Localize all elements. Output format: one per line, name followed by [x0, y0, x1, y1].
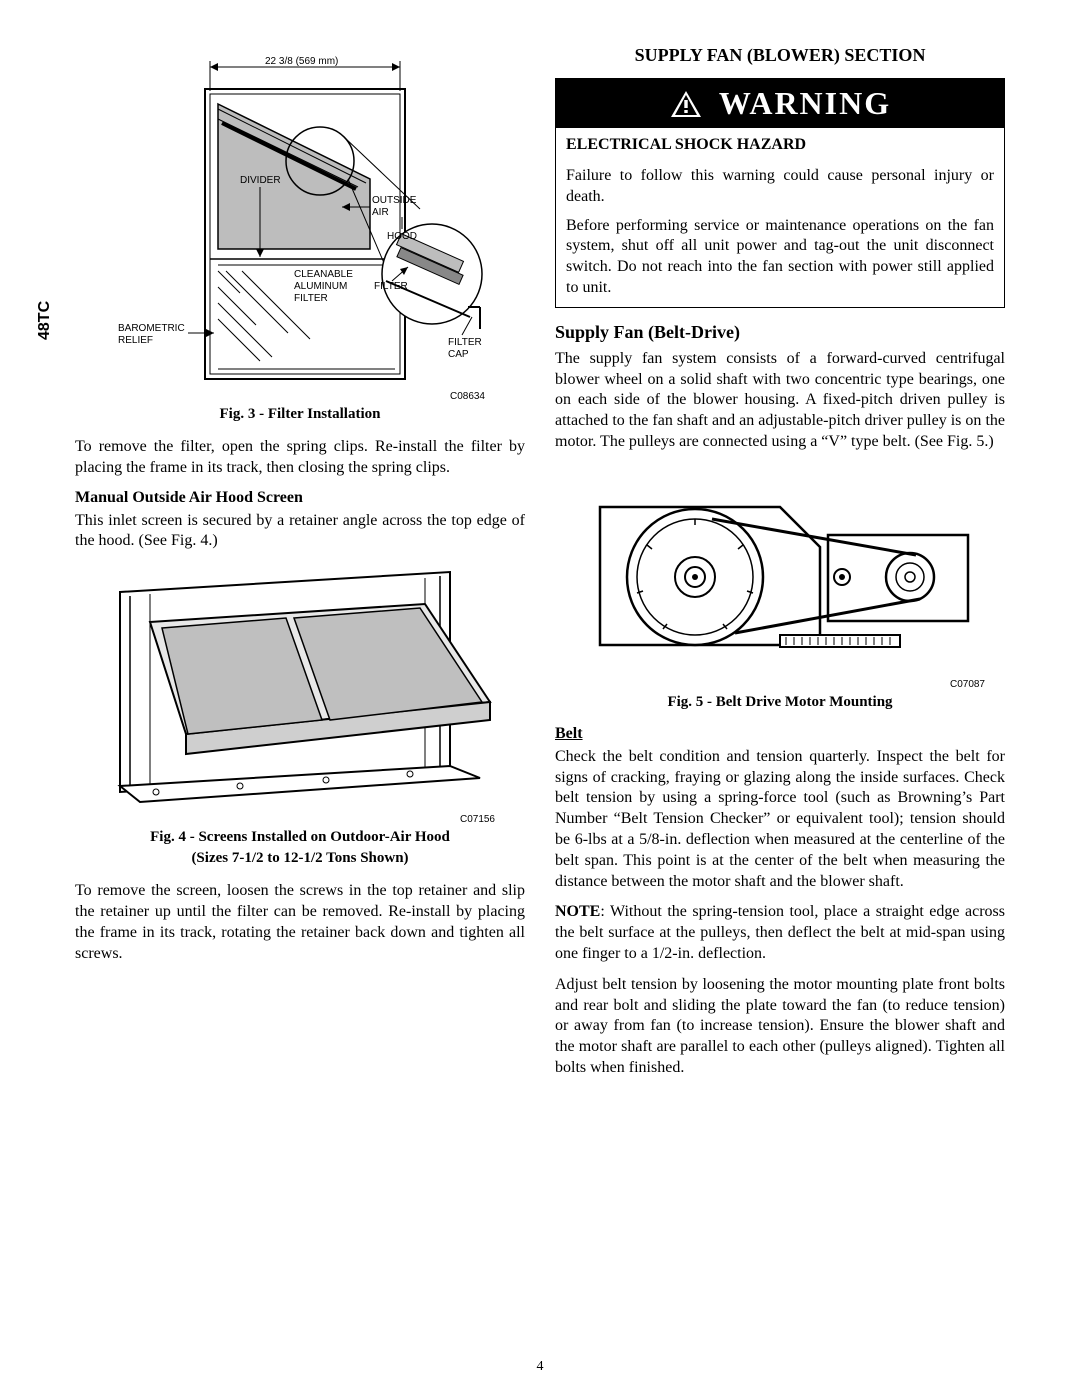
left-p2: This inlet screen is secured by a retain… — [75, 511, 525, 553]
warning-triangle-icon — [669, 89, 703, 119]
right-p6: NOTE: Without the spring-tension tool, p… — [555, 902, 1005, 964]
warning-p2: Before performing service or maintenance… — [556, 216, 1004, 307]
warning-p1: Failure to follow this warning could cau… — [556, 158, 1004, 216]
fig3-diagram: 22 3/8 (569 mm) — [75, 49, 525, 389]
note-label: NOTE — [555, 903, 600, 920]
right-h2: Supply Fan (Belt-Drive) — [555, 322, 1005, 343]
fig5-caption: Fig. 5 - Belt Drive Motor Mounting — [555, 694, 1005, 711]
svg-text:FILTER: FILTER — [294, 293, 328, 304]
right-p4: The supply fan system consists of a forw… — [555, 349, 1005, 453]
fig4-diagram — [75, 562, 525, 812]
svg-text:CLEANABLE: CLEANABLE — [294, 269, 353, 280]
side-tab: 48TC — [36, 301, 54, 340]
svg-text:DIVIDER: DIVIDER — [240, 175, 281, 186]
left-column: 22 3/8 (569 mm) — [75, 45, 525, 1089]
svg-text:OUTSIDE: OUTSIDE — [372, 195, 417, 206]
fig4-caption2: (Sizes 7-1/2 to 12-1/2 Tons Shown) — [75, 850, 525, 867]
svg-text:ALUMINUM: ALUMINUM — [294, 281, 347, 292]
fig4-code: C07156 — [75, 814, 525, 825]
right-title: SUPPLY FAN (BLOWER) SECTION — [555, 45, 1005, 66]
left-h1: Manual Outside Air Hood Screen — [75, 489, 525, 507]
right-p7: Adjust belt tension by loosening the mot… — [555, 975, 1005, 1079]
fig5-code: C07087 — [555, 679, 1005, 690]
svg-text:BAROMETRIC: BAROMETRIC — [118, 323, 185, 334]
warning-box: WARNING ELECTRICAL SHOCK HAZARD Failure … — [555, 78, 1005, 308]
page-number: 4 — [0, 1359, 1080, 1375]
right-h3: Belt — [555, 725, 1005, 743]
warning-subtitle: ELECTRICAL SHOCK HAZARD — [556, 136, 1004, 158]
svg-text:FILTER: FILTER — [448, 337, 482, 348]
warning-banner: WARNING — [556, 79, 1004, 128]
right-p5: Check the belt condition and tension qua… — [555, 747, 1005, 893]
fig4-caption1: Fig. 4 - Screens Installed on Outdoor-Ai… — [75, 829, 525, 846]
svg-text:RELIEF: RELIEF — [118, 335, 153, 346]
left-p1: To remove the filter, open the spring cl… — [75, 437, 525, 479]
right-column: SUPPLY FAN (BLOWER) SECTION WARNING ELEC… — [555, 45, 1005, 1089]
fig3-caption: Fig. 3 - Filter Installation — [75, 406, 525, 423]
left-p3: To remove the screen, loosen the screws … — [75, 881, 525, 964]
fig5-diagram — [555, 477, 1005, 677]
svg-text:AIR: AIR — [372, 207, 389, 218]
svg-text:CAP: CAP — [448, 349, 469, 360]
warning-text: WARNING — [719, 85, 891, 122]
svg-text:HOOD: HOOD — [387, 231, 417, 242]
two-column-layout: 22 3/8 (569 mm) — [75, 45, 1005, 1089]
dim-label: 22 3/8 (569 mm) — [265, 56, 338, 67]
fig3-code: C08634 — [75, 391, 525, 402]
svg-text:FILTER: FILTER — [374, 281, 408, 292]
